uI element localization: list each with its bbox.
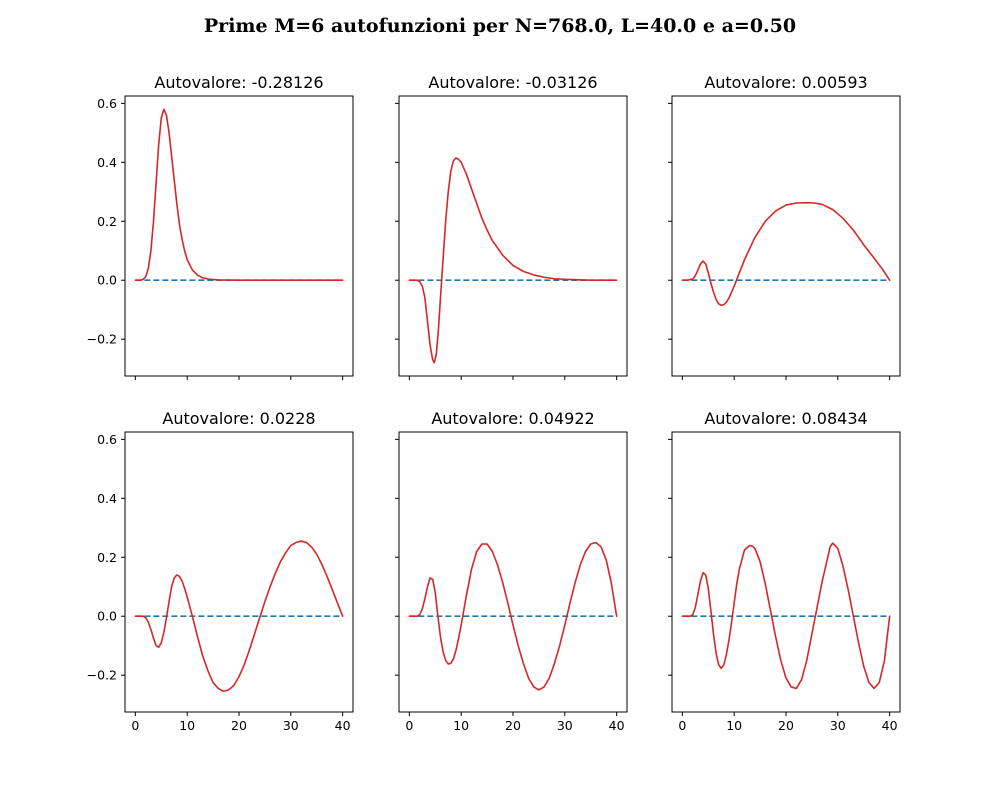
series-group (408, 541, 618, 691)
x-tick-label: 0 (678, 718, 686, 733)
eigenfunction-line (134, 540, 344, 693)
y-tick-label: 0.2 (97, 550, 117, 565)
y-tick-label: −0.2 (87, 668, 117, 683)
subplot-4: Autovalore: 0.0228 0 10 20 30 40 −0.2 0.0 0.2 0.… (87, 409, 354, 733)
y-tick-label: 0.6 (97, 432, 117, 447)
x-tick-label: 0 (131, 718, 139, 733)
figure-title: Prime M=6 autofunzioni per N=768.0, L=40… (204, 15, 796, 37)
x-tick-label: 10 (453, 718, 469, 733)
subplot-2: Autovalore: -0.03126 (395, 73, 628, 380)
x-tick-label: 30 (283, 718, 299, 733)
x-tick-label: 40 (335, 718, 351, 733)
x-tick-label: 30 (830, 718, 846, 733)
subplot-5: Autovalore: 0.04922 0 10 20 30 40 (395, 409, 628, 733)
y-tick-label: 0.0 (97, 609, 117, 624)
eigenfunction-line (681, 542, 891, 690)
series-group (134, 540, 344, 693)
x-tick-label: 10 (179, 718, 195, 733)
x-tick-label: 20 (778, 718, 794, 733)
series-group (681, 542, 891, 690)
y-tick-label: −0.2 (87, 332, 117, 347)
subplot-title: Autovalore: 0.00593 (704, 73, 867, 92)
subplot-title: Autovalore: -0.03126 (428, 73, 597, 92)
subplot-title: Autovalore: 0.0228 (162, 409, 315, 428)
x-tick-label: 40 (609, 718, 625, 733)
series-group (408, 157, 618, 364)
y-tick-label: 0.0 (97, 273, 117, 288)
subplot-title: Autovalore: 0.08434 (704, 409, 867, 428)
series-group (134, 108, 344, 282)
eigenfunction-line (408, 157, 618, 364)
series-group (681, 201, 891, 307)
x-tick-label: 40 (882, 718, 898, 733)
x-tick-label: 0 (405, 718, 413, 733)
eigenfunction-line (681, 201, 891, 307)
subplot-title: Autovalore: -0.28126 (154, 73, 323, 92)
x-tick-label: 10 (726, 718, 742, 733)
subplot-6: Autovalore: 0.08434 0 10 20 30 40 (668, 409, 901, 733)
subplot-3: Autovalore: 0.00593 (668, 73, 901, 380)
y-tick-label: 0.2 (97, 214, 117, 229)
y-tick-label: 0.4 (97, 491, 117, 506)
x-tick-label: 20 (505, 718, 521, 733)
eigenfunction-line (408, 541, 618, 691)
subplot-title: Autovalore: 0.04922 (431, 409, 594, 428)
subplot-1: Autovalore: -0.28126 −0.2 0.0 0.2 0.4 0.6 (87, 73, 354, 380)
x-tick-label: 20 (231, 718, 247, 733)
eigenfunction-line (134, 108, 344, 282)
y-tick-label: 0.4 (97, 155, 117, 170)
y-tick-label: 0.6 (97, 96, 117, 111)
x-tick-label: 30 (557, 718, 573, 733)
